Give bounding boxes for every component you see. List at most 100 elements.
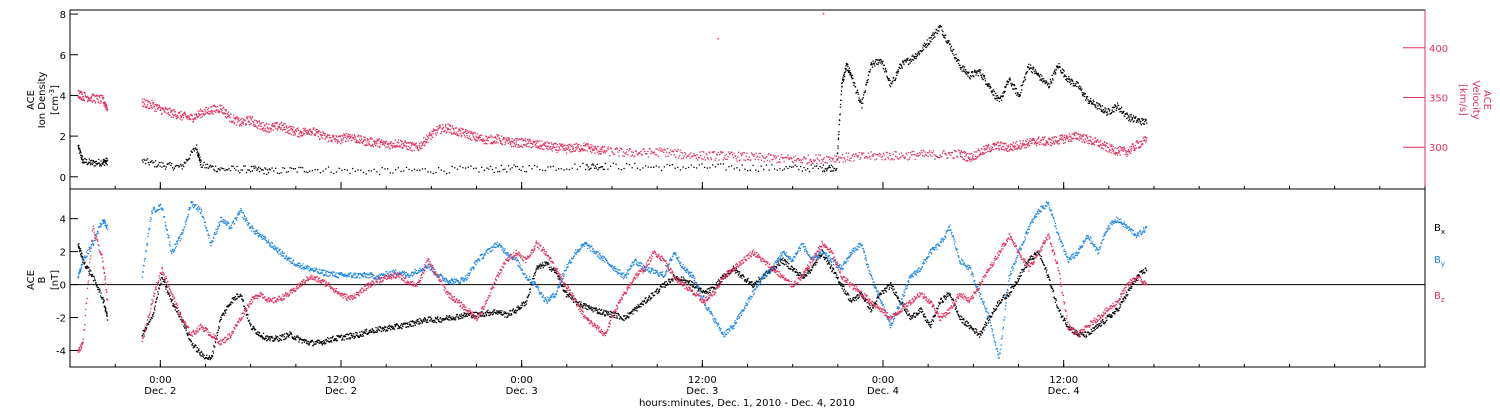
- bx-point: [496, 311, 498, 313]
- density-point: [147, 161, 150, 164]
- density-point: [941, 29, 943, 31]
- density-units: [cm-3]: [48, 85, 61, 115]
- density-point: [954, 58, 956, 60]
- velocity-point: [401, 141, 403, 143]
- velocity-point: [746, 152, 748, 155]
- velocity-point: [680, 151, 682, 154]
- bx-point: [513, 310, 515, 312]
- bx-point: [658, 291, 661, 293]
- density-point: [807, 168, 809, 170]
- bx-point: [533, 272, 536, 275]
- velocity-point: [811, 162, 813, 164]
- velocity-point: [344, 134, 346, 136]
- velocity-point: [403, 144, 405, 146]
- density-point: [1081, 88, 1083, 90]
- velocity-point: [832, 157, 834, 160]
- density-point: [158, 161, 160, 164]
- velocity-point: [350, 137, 352, 139]
- velocity-point: [154, 104, 156, 106]
- velocity-point: [706, 154, 708, 156]
- bx-point: [349, 337, 352, 339]
- velocity-point: [1124, 148, 1126, 150]
- bx-point: [516, 306, 518, 308]
- density-point: [839, 106, 841, 108]
- velocity-point: [652, 151, 654, 153]
- density-point: [623, 167, 625, 170]
- velocity-point: [753, 155, 755, 157]
- velocity-point: [911, 150, 913, 153]
- velocity-point: [986, 145, 988, 147]
- velocity-point: [591, 148, 593, 150]
- bx-point: [438, 321, 441, 323]
- density-point: [599, 166, 601, 169]
- velocity-point: [504, 144, 506, 146]
- velocity-point: [826, 162, 828, 164]
- density-point: [995, 92, 997, 95]
- velocity-point: [175, 118, 177, 120]
- density-point: [164, 165, 166, 167]
- velocity-point: [168, 108, 171, 110]
- density-point: [1005, 86, 1007, 89]
- velocity-point: [555, 149, 557, 151]
- density-point: [1080, 86, 1082, 88]
- density-point: [865, 84, 867, 86]
- density-point: [634, 162, 636, 165]
- bx-point: [565, 290, 567, 292]
- velocity-point: [934, 158, 936, 160]
- bx-point: [223, 312, 225, 314]
- velocity-point: [453, 131, 456, 133]
- bx-point: [143, 331, 146, 333]
- bx-point: [278, 337, 280, 340]
- velocity-point: [446, 131, 448, 133]
- velocity-point: [227, 113, 229, 116]
- velocity-point: [735, 155, 737, 157]
- velocity-point: [845, 152, 847, 154]
- velocity-point: [710, 157, 712, 159]
- velocity-point: [929, 154, 931, 156]
- velocity-point: [1049, 139, 1051, 141]
- bx-point: [672, 280, 674, 282]
- density-point: [983, 76, 985, 78]
- bx-point: [185, 327, 188, 329]
- density-point: [435, 171, 437, 174]
- velocity-point: [312, 128, 314, 130]
- bx-point: [671, 278, 674, 280]
- velocity-point: [350, 136, 352, 138]
- bx-point: [637, 306, 639, 308]
- velocity-point: [88, 99, 91, 101]
- density-point: [200, 166, 202, 168]
- density-point: [884, 67, 887, 69]
- velocity-point: [317, 131, 319, 133]
- x-tick-time-0: 0:00: [149, 375, 171, 386]
- bx-point: [702, 291, 704, 293]
- bx-point: [434, 321, 436, 323]
- density-point: [81, 156, 84, 158]
- bx-point: [78, 247, 80, 249]
- density-point: [162, 162, 164, 164]
- velocity-point: [277, 125, 279, 128]
- bx-point: [647, 299, 649, 301]
- density-point: [1103, 112, 1105, 114]
- bx-point: [515, 310, 518, 312]
- velocity-point: [853, 160, 855, 162]
- velocity-point: [953, 157, 955, 160]
- velocity-point: [1009, 146, 1011, 148]
- velocity-point: [606, 149, 608, 152]
- density-point: [677, 166, 679, 169]
- bx-point: [382, 330, 385, 332]
- bx-point: [491, 312, 493, 314]
- bx-point: [509, 310, 511, 312]
- density-point: [208, 166, 210, 168]
- velocity-point: [763, 161, 766, 163]
- bx-point: [673, 274, 675, 276]
- density-point: [199, 159, 201, 161]
- velocity-point: [307, 132, 309, 134]
- velocity-point: [550, 146, 552, 148]
- velocity-point: [457, 130, 459, 132]
- density-point: [709, 167, 711, 169]
- velocity-point: [838, 161, 841, 163]
- density-point: [174, 165, 176, 168]
- velocity-point: [1011, 143, 1013, 146]
- velocity-point: [590, 144, 592, 146]
